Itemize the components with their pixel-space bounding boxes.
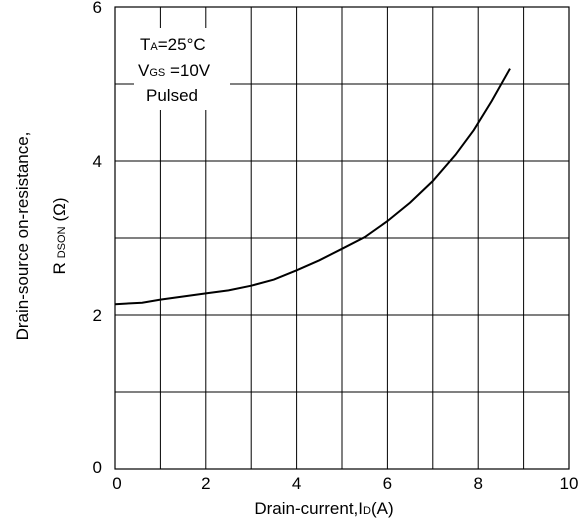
y-tick-labels: 0 2 4 6 (93, 0, 102, 477)
x-tick-label: 6 (383, 474, 392, 493)
x-tick-label: 0 (112, 474, 121, 493)
y-tick-label: 2 (93, 306, 102, 325)
y-tick-label: 0 (93, 458, 102, 477)
rdson-curve (114, 68, 511, 306)
plot-frame (114, 6, 570, 470)
y-tick-label: 6 (93, 0, 102, 17)
y-axis-title-line2: RDSON(Ω) (50, 197, 69, 274)
annotation-pulsed: Pulsed (146, 86, 198, 105)
x-tick-label: 10 (560, 474, 579, 493)
x-tick-label: 2 (201, 474, 210, 493)
annotation-gate-voltage: VGS =10V (138, 61, 211, 80)
x-tick-labels: 0 2 4 6 8 10 (112, 474, 578, 493)
y-axis-title-line1: Drain-source on-resistance, (13, 132, 32, 341)
x-tick-label: 8 (473, 474, 482, 493)
x-tick-label: 4 (292, 474, 301, 493)
annotation-temperature: TA=25°C (140, 35, 206, 54)
x-axis-title: Drain-current,ID(A) (254, 499, 393, 518)
y-tick-label: 4 (93, 152, 102, 171)
grid-lines (115, 7, 569, 469)
annotation-box (134, 28, 230, 110)
